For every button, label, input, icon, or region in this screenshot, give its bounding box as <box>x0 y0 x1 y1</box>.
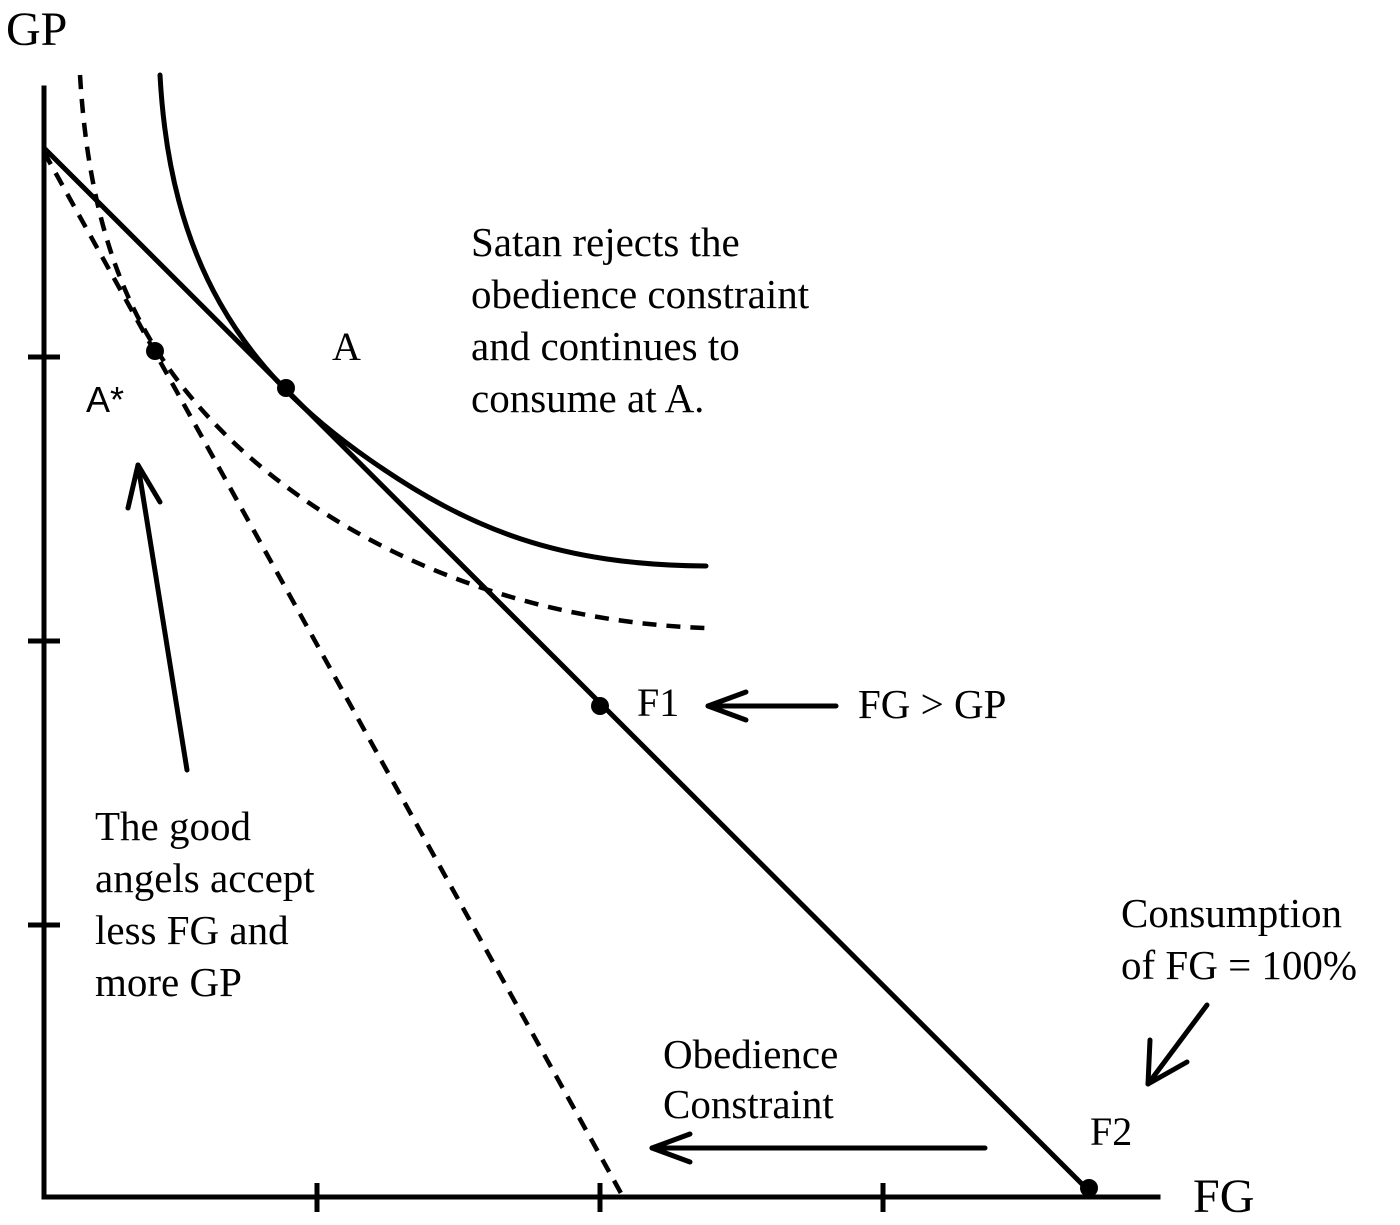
good-angels-arrow <box>125 462 190 773</box>
point-f2 <box>1080 1179 1098 1197</box>
indifference-curve-solid <box>157 72 709 569</box>
label-f2: F2 <box>1090 1109 1132 1154</box>
obedience-annotation: Obedience Constraint <box>663 1031 838 1127</box>
satan-annotation: Satan rejects the obedience constraint a… <box>471 219 810 421</box>
annotation-line: consume at A. <box>471 375 704 421</box>
label-a: A <box>332 324 361 369</box>
consumption-arrow <box>1145 1002 1210 1087</box>
indifference-curve-dashed <box>77 74 707 631</box>
point-a-star <box>146 342 164 360</box>
label-a-star: A* <box>86 379 124 420</box>
annotation-line: The good <box>95 803 251 849</box>
annotation-line: obedience constraint <box>471 271 810 317</box>
annotation-line: Satan rejects the <box>471 219 740 265</box>
fg-gt-gp-arrow <box>705 689 839 723</box>
point-a <box>277 379 295 397</box>
annotation-line: angels accept <box>95 855 315 901</box>
obedience-arrow <box>649 1131 988 1165</box>
point-f1 <box>591 697 609 715</box>
x-axis-label: FG <box>1193 1170 1254 1223</box>
obedience-constraint-line <box>42 150 624 1197</box>
fg-gt-gp-label: FG > GP <box>858 681 1006 727</box>
annotation-line: more GP <box>95 959 242 1005</box>
annotation-line: Consumption <box>1121 890 1342 936</box>
annotation-line: less FG and <box>95 907 289 953</box>
y-axis-label: GP <box>6 3 67 56</box>
annotation-line: Obedience <box>663 1031 838 1077</box>
budget-line <box>41 145 1091 1193</box>
label-f1: F1 <box>637 680 679 725</box>
good-angels-annotation: The good angels accept less FG and more … <box>95 803 315 1005</box>
annotation-line: Constraint <box>663 1081 834 1127</box>
annotation-line: and continues to <box>471 323 740 369</box>
annotation-line: of FG = 100% <box>1121 942 1357 988</box>
consumption-annotation: Consumption of FG = 100% <box>1121 890 1357 988</box>
